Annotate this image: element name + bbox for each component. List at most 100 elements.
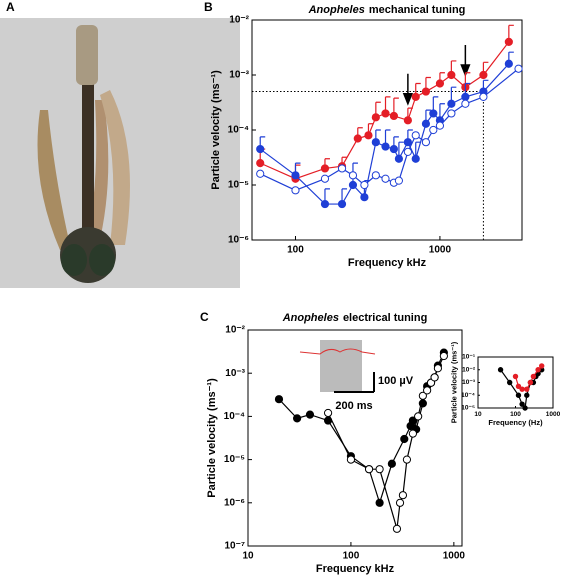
- data-point: [392, 524, 402, 533]
- data-point: [291, 171, 300, 180]
- data-point: [418, 391, 427, 400]
- x-tick-label: 1000: [546, 411, 561, 418]
- data-point: [411, 131, 420, 140]
- data-point: [320, 199, 330, 209]
- y-tick-label: 10⁻⁴: [228, 125, 249, 136]
- data-point: [421, 138, 431, 147]
- data-point: [256, 144, 265, 154]
- data-point: [403, 138, 412, 147]
- data-point: [291, 186, 300, 195]
- data-point: [421, 87, 431, 96]
- data-point: [435, 79, 445, 88]
- y-tick-label: 10⁻⁴: [461, 392, 475, 399]
- x-axis-label: Frequency kHz: [316, 563, 395, 575]
- data-point: [256, 169, 265, 178]
- mosquito-photo: [0, 18, 240, 288]
- y-tick-label: 10⁻⁷: [224, 541, 245, 552]
- data-point: [387, 459, 396, 468]
- title-species: Anopheles: [308, 4, 365, 16]
- y-tick-label: 10⁻⁵: [228, 180, 249, 191]
- data-point: [414, 412, 423, 421]
- data-point: [381, 174, 390, 183]
- series-line: [259, 63, 510, 205]
- data-point: [346, 455, 356, 464]
- data-point: [381, 142, 390, 151]
- arrow: [460, 45, 471, 78]
- scale-label: 100 µV: [378, 375, 414, 387]
- y-tick-label: 10⁻³: [462, 379, 476, 386]
- data-point: [515, 392, 522, 398]
- data-point: [375, 465, 384, 474]
- x-tick-label: 1000: [429, 245, 452, 256]
- panel-letter: B: [204, 0, 213, 14]
- y-tick-label: 10⁻⁵: [461, 405, 475, 412]
- chart-title: Anopheles mechanical tuning: [308, 4, 466, 16]
- data-point: [348, 171, 358, 180]
- y-axis-label: Particle velocity (ms⁻¹): [206, 378, 218, 498]
- data-point: [447, 109, 456, 118]
- data-point: [389, 111, 398, 121]
- data-point: [256, 159, 265, 168]
- data-point: [403, 116, 412, 125]
- data-point: [320, 164, 330, 173]
- data-point: [364, 465, 374, 474]
- data-point: [514, 64, 523, 73]
- data-point: [375, 498, 384, 507]
- x-tick-label: 1000: [443, 551, 466, 562]
- data-point: [429, 125, 438, 135]
- data-point: [360, 180, 369, 190]
- x-tick-label: 100: [510, 411, 521, 418]
- data-point: [519, 401, 525, 407]
- y-tick-label: 10⁻³: [229, 70, 249, 81]
- data-point: [479, 70, 488, 80]
- data-point: [524, 392, 530, 398]
- x-axis-label: Frequency (Hz): [488, 418, 543, 427]
- y-tick-label: 10⁻²: [229, 15, 249, 26]
- data-point: [433, 364, 443, 373]
- data-point: [506, 379, 513, 386]
- panel-letter: C: [200, 310, 209, 324]
- data-point: [535, 367, 541, 373]
- data-point: [504, 59, 513, 68]
- y-tick-label: 10⁻²: [225, 325, 245, 336]
- data-point: [305, 410, 315, 419]
- x-tick-label: 10: [474, 411, 482, 418]
- data-point: [524, 386, 530, 392]
- title-species: Anopheles: [282, 312, 339, 324]
- data-point: [274, 395, 284, 404]
- data-point: [423, 386, 432, 395]
- title-text: electrical tuning: [343, 312, 427, 324]
- data-point: [293, 414, 302, 423]
- plot-frame: [247, 329, 463, 547]
- data-point: [447, 70, 456, 80]
- x-tick-label: 100: [287, 245, 304, 256]
- data-point: [411, 92, 420, 101]
- title-text: mechanical tuning: [369, 4, 466, 16]
- data-point: [461, 99, 470, 108]
- y-tick-label: 10⁻²: [462, 366, 476, 373]
- data-point: [479, 92, 488, 101]
- data-point: [337, 199, 347, 209]
- data-point: [402, 455, 412, 464]
- data-point: [403, 147, 412, 156]
- data-point: [394, 154, 404, 163]
- data-point: [512, 373, 519, 380]
- x-tick-label: 100: [343, 551, 360, 562]
- data-point: [398, 491, 408, 500]
- y-tick-label: 10⁻⁴: [224, 411, 245, 422]
- y-tick-label: 10⁻⁶: [228, 235, 249, 246]
- data-point: [371, 171, 380, 180]
- y-tick-label: 10⁻⁶: [224, 497, 245, 508]
- data-point: [447, 99, 456, 108]
- data-point: [439, 351, 448, 361]
- data-point: [429, 109, 438, 118]
- data-point: [461, 92, 470, 101]
- data-point: [348, 180, 358, 190]
- data-point: [381, 109, 390, 118]
- data-point: [519, 386, 525, 392]
- data-point: [389, 144, 398, 154]
- data-point: [527, 379, 534, 386]
- x-axis-label: Frequency kHz: [348, 257, 427, 269]
- panel-letter: A: [6, 0, 15, 14]
